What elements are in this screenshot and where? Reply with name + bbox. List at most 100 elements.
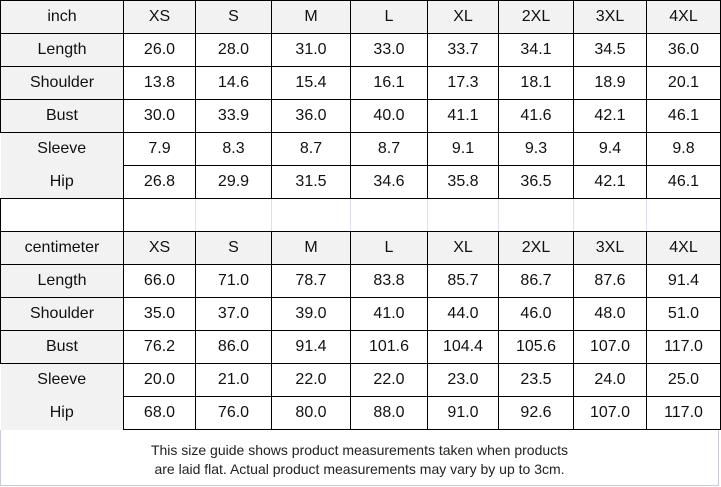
value-cell: 34.1 — [498, 33, 574, 67]
value-cell: 13.8 — [123, 66, 196, 100]
table-row: Length 26.0 28.0 31.0 33.0 33.7 34.1 34.5 36.0 — [0, 33, 721, 67]
value-cell: 117.0 — [646, 330, 721, 364]
value-cell: 30.0 — [123, 99, 196, 133]
value-cell: 46.0 — [498, 297, 574, 331]
value-cell: 23.5 — [498, 363, 574, 397]
value-cell: 34.5 — [573, 33, 647, 67]
size-header: 4XL — [646, 0, 721, 34]
size-header: 4XL — [646, 231, 721, 265]
empty-cell — [646, 198, 721, 232]
value-cell: 36.0 — [271, 99, 351, 133]
value-cell: 20.0 — [123, 363, 196, 397]
value-cell: 18.1 — [498, 66, 574, 100]
value-cell: 25.0 — [646, 363, 721, 397]
value-cell: 48.0 — [573, 297, 647, 331]
value-cell: 14.6 — [195, 66, 272, 100]
size-header: 2XL — [498, 0, 574, 34]
value-cell: 88.0 — [350, 396, 428, 430]
table-row: Bust 76.2 86.0 91.4 101.6 104.4 105.6 107.0 117.… — [0, 330, 721, 364]
value-cell: 101.6 — [350, 330, 428, 364]
empty-cell — [271, 198, 351, 232]
empty-cell — [498, 198, 574, 232]
value-cell: 78.7 — [271, 264, 351, 298]
value-cell: 107.0 — [573, 330, 647, 364]
value-cell: 68.0 — [123, 396, 196, 430]
value-cell: 87.6 — [573, 264, 647, 298]
value-cell: 9.8 — [646, 132, 721, 166]
spacer-row — [0, 198, 721, 232]
size-header: XL — [427, 0, 499, 34]
size-header: 3XL — [573, 0, 647, 34]
size-header: 3XL — [573, 231, 647, 265]
header-row: inch XS S M L XL 2XL 3XL 4XL — [0, 0, 721, 34]
table-row: Sleeve 20.0 21.0 22.0 22.0 23.0 23.5 24.0 25.0 — [0, 363, 721, 397]
value-cell: 76.0 — [195, 396, 272, 430]
value-cell: 71.0 — [195, 264, 272, 298]
value-cell: 85.7 — [427, 264, 499, 298]
table-row: Sleeve 7.9 8.3 8.7 8.7 9.1 9.3 9.4 9.8 — [0, 132, 721, 166]
row-label: Length — [0, 264, 124, 298]
unit-header: centimeter — [0, 231, 124, 265]
row-label: Shoulder — [0, 66, 124, 100]
header-row: centimeter XS S M L XL 2XL 3XL 4XL — [0, 231, 721, 265]
table-row: Shoulder 13.8 14.6 15.4 16.1 17.3 18.1 18.9 20.1 — [0, 66, 721, 100]
value-cell: 39.0 — [271, 297, 351, 331]
value-cell: 86.7 — [498, 264, 574, 298]
value-cell: 51.0 — [646, 297, 721, 331]
value-cell: 36.0 — [646, 33, 721, 67]
unit-header: inch — [0, 0, 124, 34]
value-cell: 80.0 — [271, 396, 351, 430]
value-cell: 41.6 — [498, 99, 574, 133]
value-cell: 33.7 — [427, 33, 499, 67]
value-cell: 66.0 — [123, 264, 196, 298]
size-header: S — [195, 231, 272, 265]
value-cell: 24.0 — [573, 363, 647, 397]
value-cell: 20.1 — [646, 66, 721, 100]
value-cell: 46.1 — [646, 99, 721, 133]
value-cell: 29.9 — [195, 165, 272, 199]
value-cell: 86.0 — [195, 330, 272, 364]
empty-cell — [573, 198, 647, 232]
empty-cell — [350, 198, 428, 232]
value-cell: 9.4 — [573, 132, 647, 166]
value-cell: 8.7 — [271, 132, 351, 166]
size-header: XS — [123, 0, 196, 34]
value-cell: 22.0 — [350, 363, 428, 397]
value-cell: 41.1 — [427, 99, 499, 133]
value-cell: 18.9 — [573, 66, 647, 100]
table-row: Hip 68.0 76.0 80.0 88.0 91.0 92.6 107.0 117.0 — [0, 396, 721, 430]
size-header: M — [271, 0, 351, 34]
row-label: Bust — [0, 330, 124, 364]
row-label: Shoulder — [0, 297, 124, 331]
value-cell: 35.8 — [427, 165, 499, 199]
size-header: S — [195, 0, 272, 34]
value-cell: 33.9 — [195, 99, 272, 133]
value-cell: 22.0 — [271, 363, 351, 397]
empty-cell — [123, 198, 196, 232]
value-cell: 40.0 — [350, 99, 428, 133]
value-cell: 91.0 — [427, 396, 499, 430]
value-cell: 16.1 — [350, 66, 428, 100]
value-cell: 21.0 — [195, 363, 272, 397]
value-cell: 26.0 — [123, 33, 196, 67]
size-header: 2XL — [498, 231, 574, 265]
row-label: Length — [0, 33, 124, 67]
empty-cell — [0, 198, 124, 232]
note-line-2: are laid flat. Actual product measuremen… — [154, 461, 565, 477]
empty-cell — [427, 198, 499, 232]
value-cell: 33.0 — [350, 33, 428, 67]
table-row: Length 66.0 71.0 78.7 83.8 85.7 86.7 87.6 91.4 — [0, 264, 721, 298]
value-cell: 105.6 — [498, 330, 574, 364]
value-cell: 91.4 — [646, 264, 721, 298]
size-guide-note: This size guide shows product measuremen… — [0, 430, 719, 486]
value-cell: 36.5 — [498, 165, 574, 199]
value-cell: 31.0 — [271, 33, 351, 67]
value-cell: 8.7 — [350, 132, 428, 166]
value-cell: 104.4 — [427, 330, 499, 364]
value-cell: 26.8 — [123, 165, 196, 199]
value-cell: 31.5 — [271, 165, 351, 199]
value-cell: 42.1 — [573, 165, 647, 199]
value-cell: 23.0 — [427, 363, 499, 397]
value-cell: 91.4 — [271, 330, 351, 364]
